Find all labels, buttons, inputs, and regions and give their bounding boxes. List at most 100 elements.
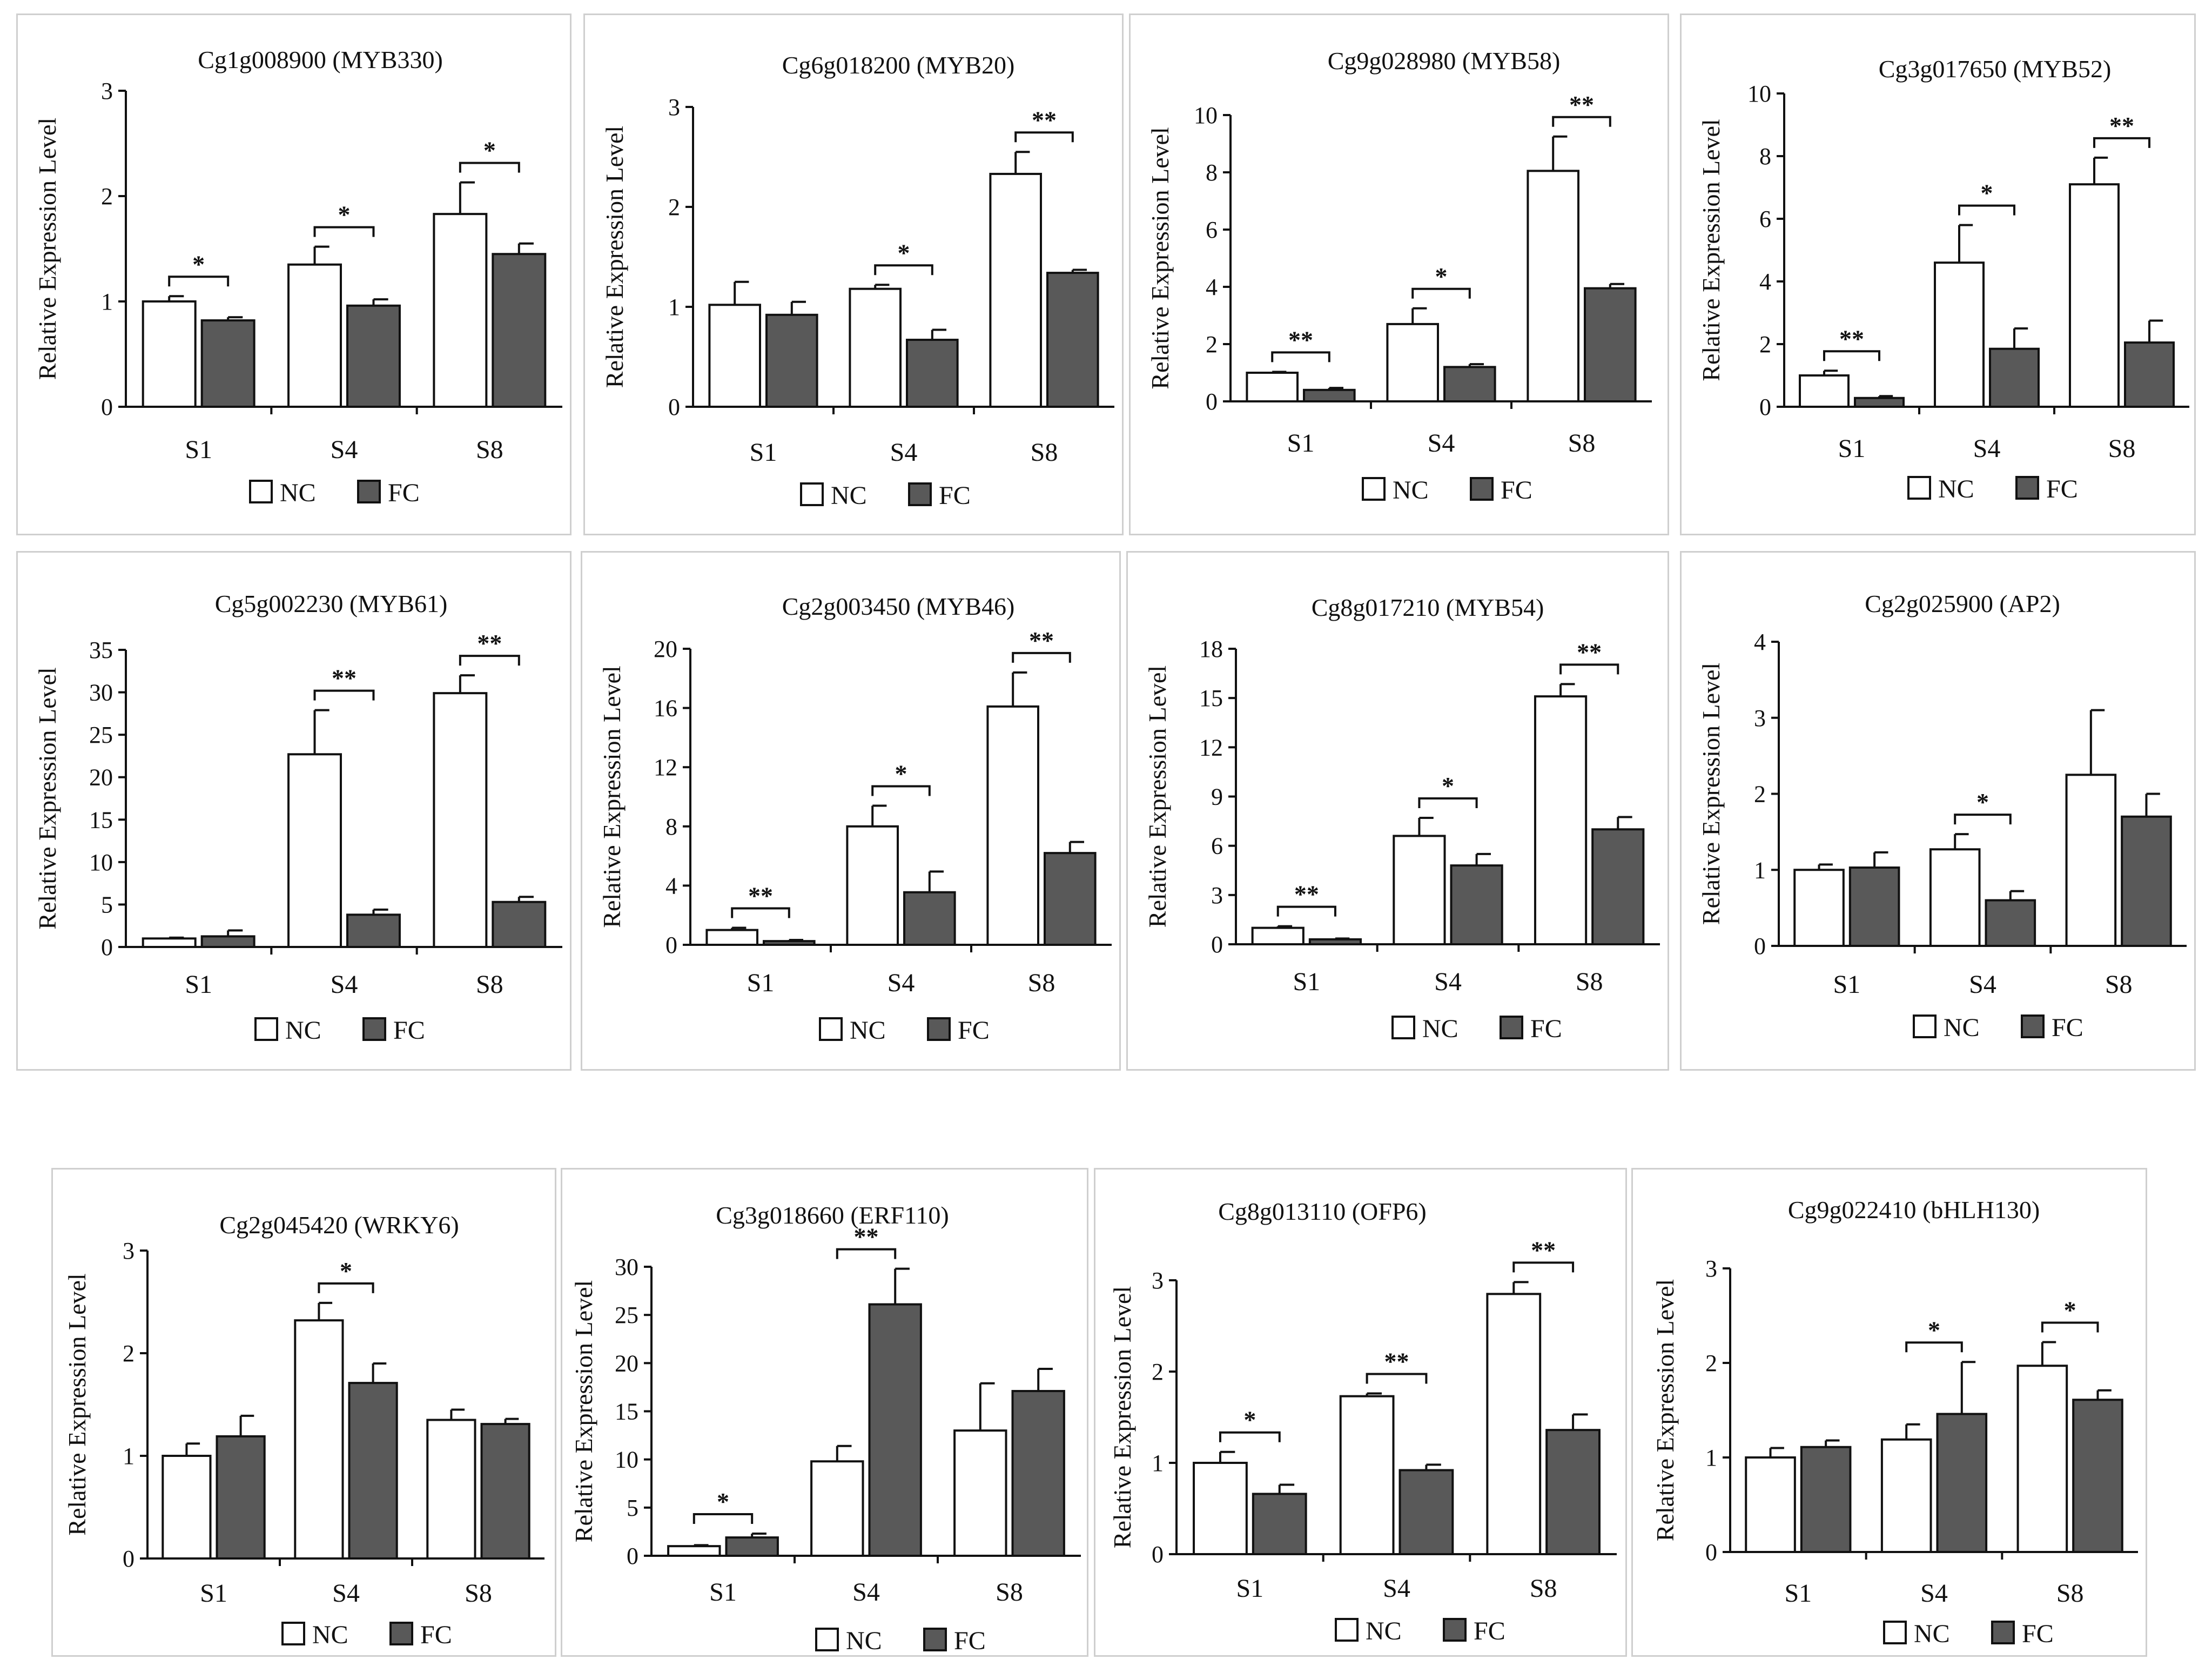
legend-swatch-nc [281, 1622, 305, 1645]
significance-bracket [313, 689, 375, 701]
legend-swatch-nc [1335, 1618, 1359, 1642]
y-tick-label: 3 [1152, 1267, 1164, 1294]
y-tick-label: 3 [101, 78, 113, 104]
legend-label-nc: NC [831, 481, 867, 510]
chart-title: Cg3g017650 (MYB52) [1879, 55, 2112, 83]
bar-fc [200, 319, 256, 408]
bar-fc [1936, 1413, 1988, 1553]
bar-nc [810, 1460, 864, 1557]
bar-fc [2072, 1399, 2123, 1553]
bar-nc [1393, 835, 1446, 946]
significance-bracket [459, 655, 520, 666]
legend-label-fc: FC [2052, 1013, 2083, 1042]
chart-panel-ofp6: Cg8g013110 (OFP6) Relative Expression Lev… [1094, 1168, 1627, 1657]
y-tick-label: 12 [1199, 734, 1223, 761]
significance-bracket [1219, 1431, 1281, 1442]
category-label: S4 [1973, 434, 2001, 463]
significance-bracket [168, 276, 230, 287]
bar-fc [1800, 1446, 1852, 1553]
y-tick-label: 0 [101, 394, 113, 420]
chart-panel-myb330: Cg1g008900 (MYB330) Relative Expression L… [16, 14, 572, 535]
significance-bracket [313, 226, 375, 237]
category-label: S8 [1530, 1574, 1557, 1603]
chart-title: Cg2g045420 (WRKY6) [219, 1211, 459, 1239]
significance-mark: ** [1577, 638, 1602, 666]
bar-nc [708, 304, 761, 408]
chart-svg: Cg5g002230 (MYB61) Relative Expression Le… [33, 590, 562, 1045]
y-tick-label: 9 [1211, 784, 1223, 810]
bar-nc [142, 937, 197, 948]
y-tick-label: 3 [668, 94, 680, 120]
category-label: S1 [1287, 429, 1315, 458]
y-tick-label: 15 [1199, 685, 1223, 711]
bar-fc [1848, 866, 1900, 948]
y-tick-label: 20 [654, 636, 677, 662]
legend-swatch-nc [815, 1628, 839, 1651]
y-tick-label: 30 [89, 680, 113, 706]
legend-label-fc: FC [2046, 475, 2078, 503]
significance-mark: ** [1029, 627, 1054, 654]
bar-fc [1252, 1493, 1307, 1556]
bar-nc [162, 1455, 212, 1560]
legend-label-fc: FC [939, 481, 971, 510]
legend-swatch-nc [1907, 476, 1931, 500]
category-label: S4 [1428, 429, 1455, 458]
legend-swatch-fc [923, 1628, 947, 1651]
chart-title: Cg3g018660 (ERF110) [716, 1201, 949, 1229]
significance-mark: * [1243, 1406, 1256, 1434]
y-tick-label: 10 [1747, 80, 1771, 107]
y-tick-label: 3 [123, 1238, 135, 1264]
bar-nc [433, 213, 488, 408]
bar-nc [1793, 869, 1845, 947]
significance-bracket [1823, 350, 1880, 361]
legend-swatch-fc [1991, 1621, 2015, 1644]
chart-svg: Cg9g028980 (MYB58) Relative Expression Le… [1146, 47, 1652, 505]
bar-nc [1799, 374, 1850, 408]
category-label: S8 [996, 1578, 1023, 1607]
bar-nc [1527, 170, 1580, 402]
category-label: S8 [2056, 1579, 2084, 1608]
y-tick-label: 20 [615, 1350, 638, 1376]
legend-label-fc: FC [1501, 476, 1532, 505]
legend-swatch-fc [389, 1622, 413, 1645]
significance-bracket [1559, 663, 1619, 675]
bar-fc [346, 913, 401, 948]
bar-nc [1745, 1456, 1796, 1553]
chart-panel-myb54: Cg8g017210 (MYB54) Relative Expression Le… [1126, 551, 1669, 1071]
legend-swatch-fc [1470, 477, 1494, 501]
legend-swatch-fc [1500, 1016, 1523, 1039]
bar-fc [1985, 899, 2036, 947]
y-tick-label: 3 [1754, 705, 1766, 731]
bar-fc [1545, 1429, 1601, 1555]
significance-mark: * [1976, 788, 1989, 816]
bar-fc [725, 1536, 779, 1557]
chart-svg: Cg2g003450 (MYB46) Relative Expression Le… [598, 593, 1112, 1045]
category-label: S8 [476, 435, 503, 464]
bar-nc [287, 753, 342, 948]
significance-mark: * [340, 1257, 352, 1285]
y-axis-label: Relative Expression Level [601, 126, 628, 388]
category-label: S8 [1568, 429, 1596, 458]
chart-panel-myb46: Cg2g003450 (MYB46) Relative Expression Le… [581, 551, 1121, 1071]
bar-nc [294, 1319, 344, 1560]
chart-svg: Cg1g008900 (MYB330) Relative Expression L… [33, 46, 562, 507]
chart-panel-bhlh130: Cg9g022410 (bHLH130) Relative Expression … [1631, 1168, 2147, 1657]
chart-panel-myb61: Cg5g002230 (MYB61) Relative Expression Le… [16, 551, 572, 1071]
bar-fc [492, 253, 547, 408]
chart-title: Cg8g017210 (MYB54) [1312, 594, 1544, 621]
y-axis-label: Relative Expression Level [1697, 119, 1725, 381]
bar-fc [763, 940, 816, 946]
bar-fc [1308, 938, 1362, 946]
legend-label-fc: FC [954, 1627, 986, 1655]
y-tick-label: 0 [123, 1546, 135, 1572]
significance-mark: ** [332, 664, 357, 692]
y-tick-label: 10 [89, 849, 113, 876]
bar-nc [2016, 1365, 2068, 1553]
significance-mark: ** [1531, 1236, 1556, 1264]
y-tick-label: 2 [1754, 781, 1766, 808]
significance-mark: * [717, 1488, 729, 1515]
significance-bracket [1552, 116, 1611, 127]
bar-nc [142, 300, 197, 408]
legend-label-fc: FC [2022, 1620, 2054, 1648]
significance-mark: ** [1294, 881, 1319, 908]
